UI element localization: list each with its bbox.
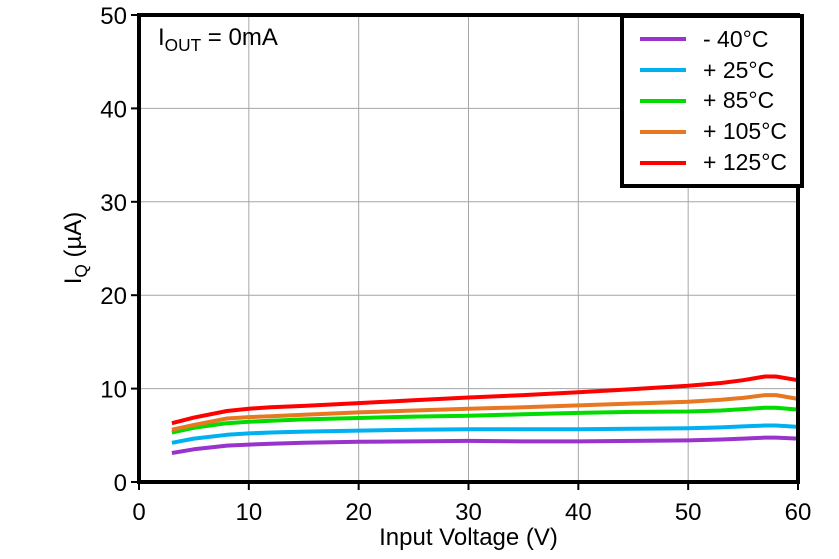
annotation-rest: = 0mA	[201, 24, 278, 51]
plot-frame	[137, 13, 800, 484]
y-axis-label-main: I	[60, 277, 87, 285]
x-tick-label: 40	[565, 499, 592, 526]
legend-item: + 105°C	[640, 118, 800, 145]
x-tick-label: 0	[132, 499, 145, 526]
legend-item: + 125°C	[640, 149, 800, 176]
y-axis-label: IQ (µA)	[60, 211, 91, 285]
y-tick-label: 30	[100, 190, 127, 217]
y-tick-label: 10	[100, 377, 127, 404]
legend-item: - 40°C	[640, 26, 800, 53]
legend-label: + 25°C	[703, 56, 775, 83]
legend-label: + 105°C	[703, 118, 788, 145]
series-line-40C	[171, 435, 799, 455]
annotation-subscript: OUT	[164, 34, 202, 55]
x-tick-label: 20	[345, 499, 372, 526]
y-tick-label: 50	[100, 3, 127, 30]
x-tick-label: 30	[455, 499, 482, 526]
legend: - 40°C + 25°C + 85°C + 105°C + 125°C	[620, 14, 804, 188]
legend-label: - 40°C	[703, 25, 769, 52]
y-tick-label: 0	[114, 470, 127, 497]
legend-label: + 85°C	[703, 87, 775, 114]
x-tick-label: 50	[675, 499, 702, 526]
x-axis-label: Input Voltage (V)	[379, 524, 558, 551]
series-line-125C	[171, 374, 799, 426]
annotation-iout: IOUT = 0mA	[158, 24, 278, 55]
x-tick-label: 60	[785, 499, 812, 526]
legend-line-swatch	[640, 160, 686, 165]
legend-item: + 85°C	[640, 87, 800, 114]
y-axis-label-rest: (µA)	[60, 211, 87, 265]
legend-line-swatch	[640, 37, 686, 42]
y-tick-label: 20	[100, 283, 127, 310]
series-line-105C	[171, 393, 799, 432]
legend-line-swatch	[640, 129, 686, 134]
series-line-25C	[171, 423, 799, 445]
y-tick-label: 40	[100, 96, 127, 123]
legend-line-swatch	[640, 68, 686, 73]
legend-line-swatch	[640, 98, 686, 103]
series-line-85C	[171, 405, 799, 435]
x-tick-label: 10	[235, 499, 262, 526]
annotation-main: I	[158, 24, 165, 51]
y-axis-label-subscript: Q	[70, 264, 91, 278]
legend-item: + 25°C	[640, 57, 800, 84]
legend-label: + 125°C	[703, 149, 788, 176]
